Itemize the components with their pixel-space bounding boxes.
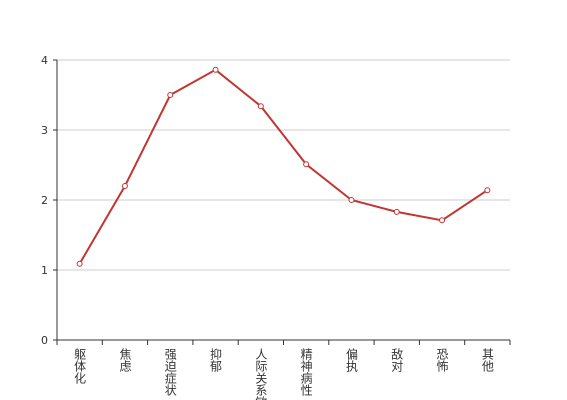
- y-tick-label: 0: [41, 334, 48, 347]
- point: [121, 183, 128, 189]
- y-tick-label: 2: [41, 194, 48, 207]
- x-tick-label: 敌对: [390, 347, 404, 372]
- point: [76, 260, 83, 267]
- x-tick-label: 恐怖: [435, 348, 449, 372]
- x-tick-label: 偏执: [344, 347, 358, 373]
- y-tick-label: 3: [41, 124, 48, 137]
- point: [167, 92, 174, 98]
- point: [393, 208, 400, 215]
- x-tick-label: 躯体化: [73, 347, 87, 385]
- point: [212, 66, 219, 73]
- line: [78, 68, 488, 265]
- y-tick-label: 4: [41, 54, 48, 67]
- point: [484, 187, 491, 194]
- point: [439, 217, 446, 224]
- x-tick-label: 人际关系敏感: [254, 348, 268, 400]
- x-tick-label: 精神病性: [299, 348, 313, 397]
- x-tick-label: 强迫症状: [163, 348, 177, 396]
- y-tick-label: 1: [41, 264, 48, 277]
- x-tick-label: 其他: [480, 348, 494, 372]
- point: [348, 197, 355, 203]
- x-tick-label: 抑郁: [209, 347, 223, 373]
- point: [303, 161, 310, 168]
- x-tick-label: 焦虑: [118, 348, 132, 372]
- point: [257, 103, 264, 110]
